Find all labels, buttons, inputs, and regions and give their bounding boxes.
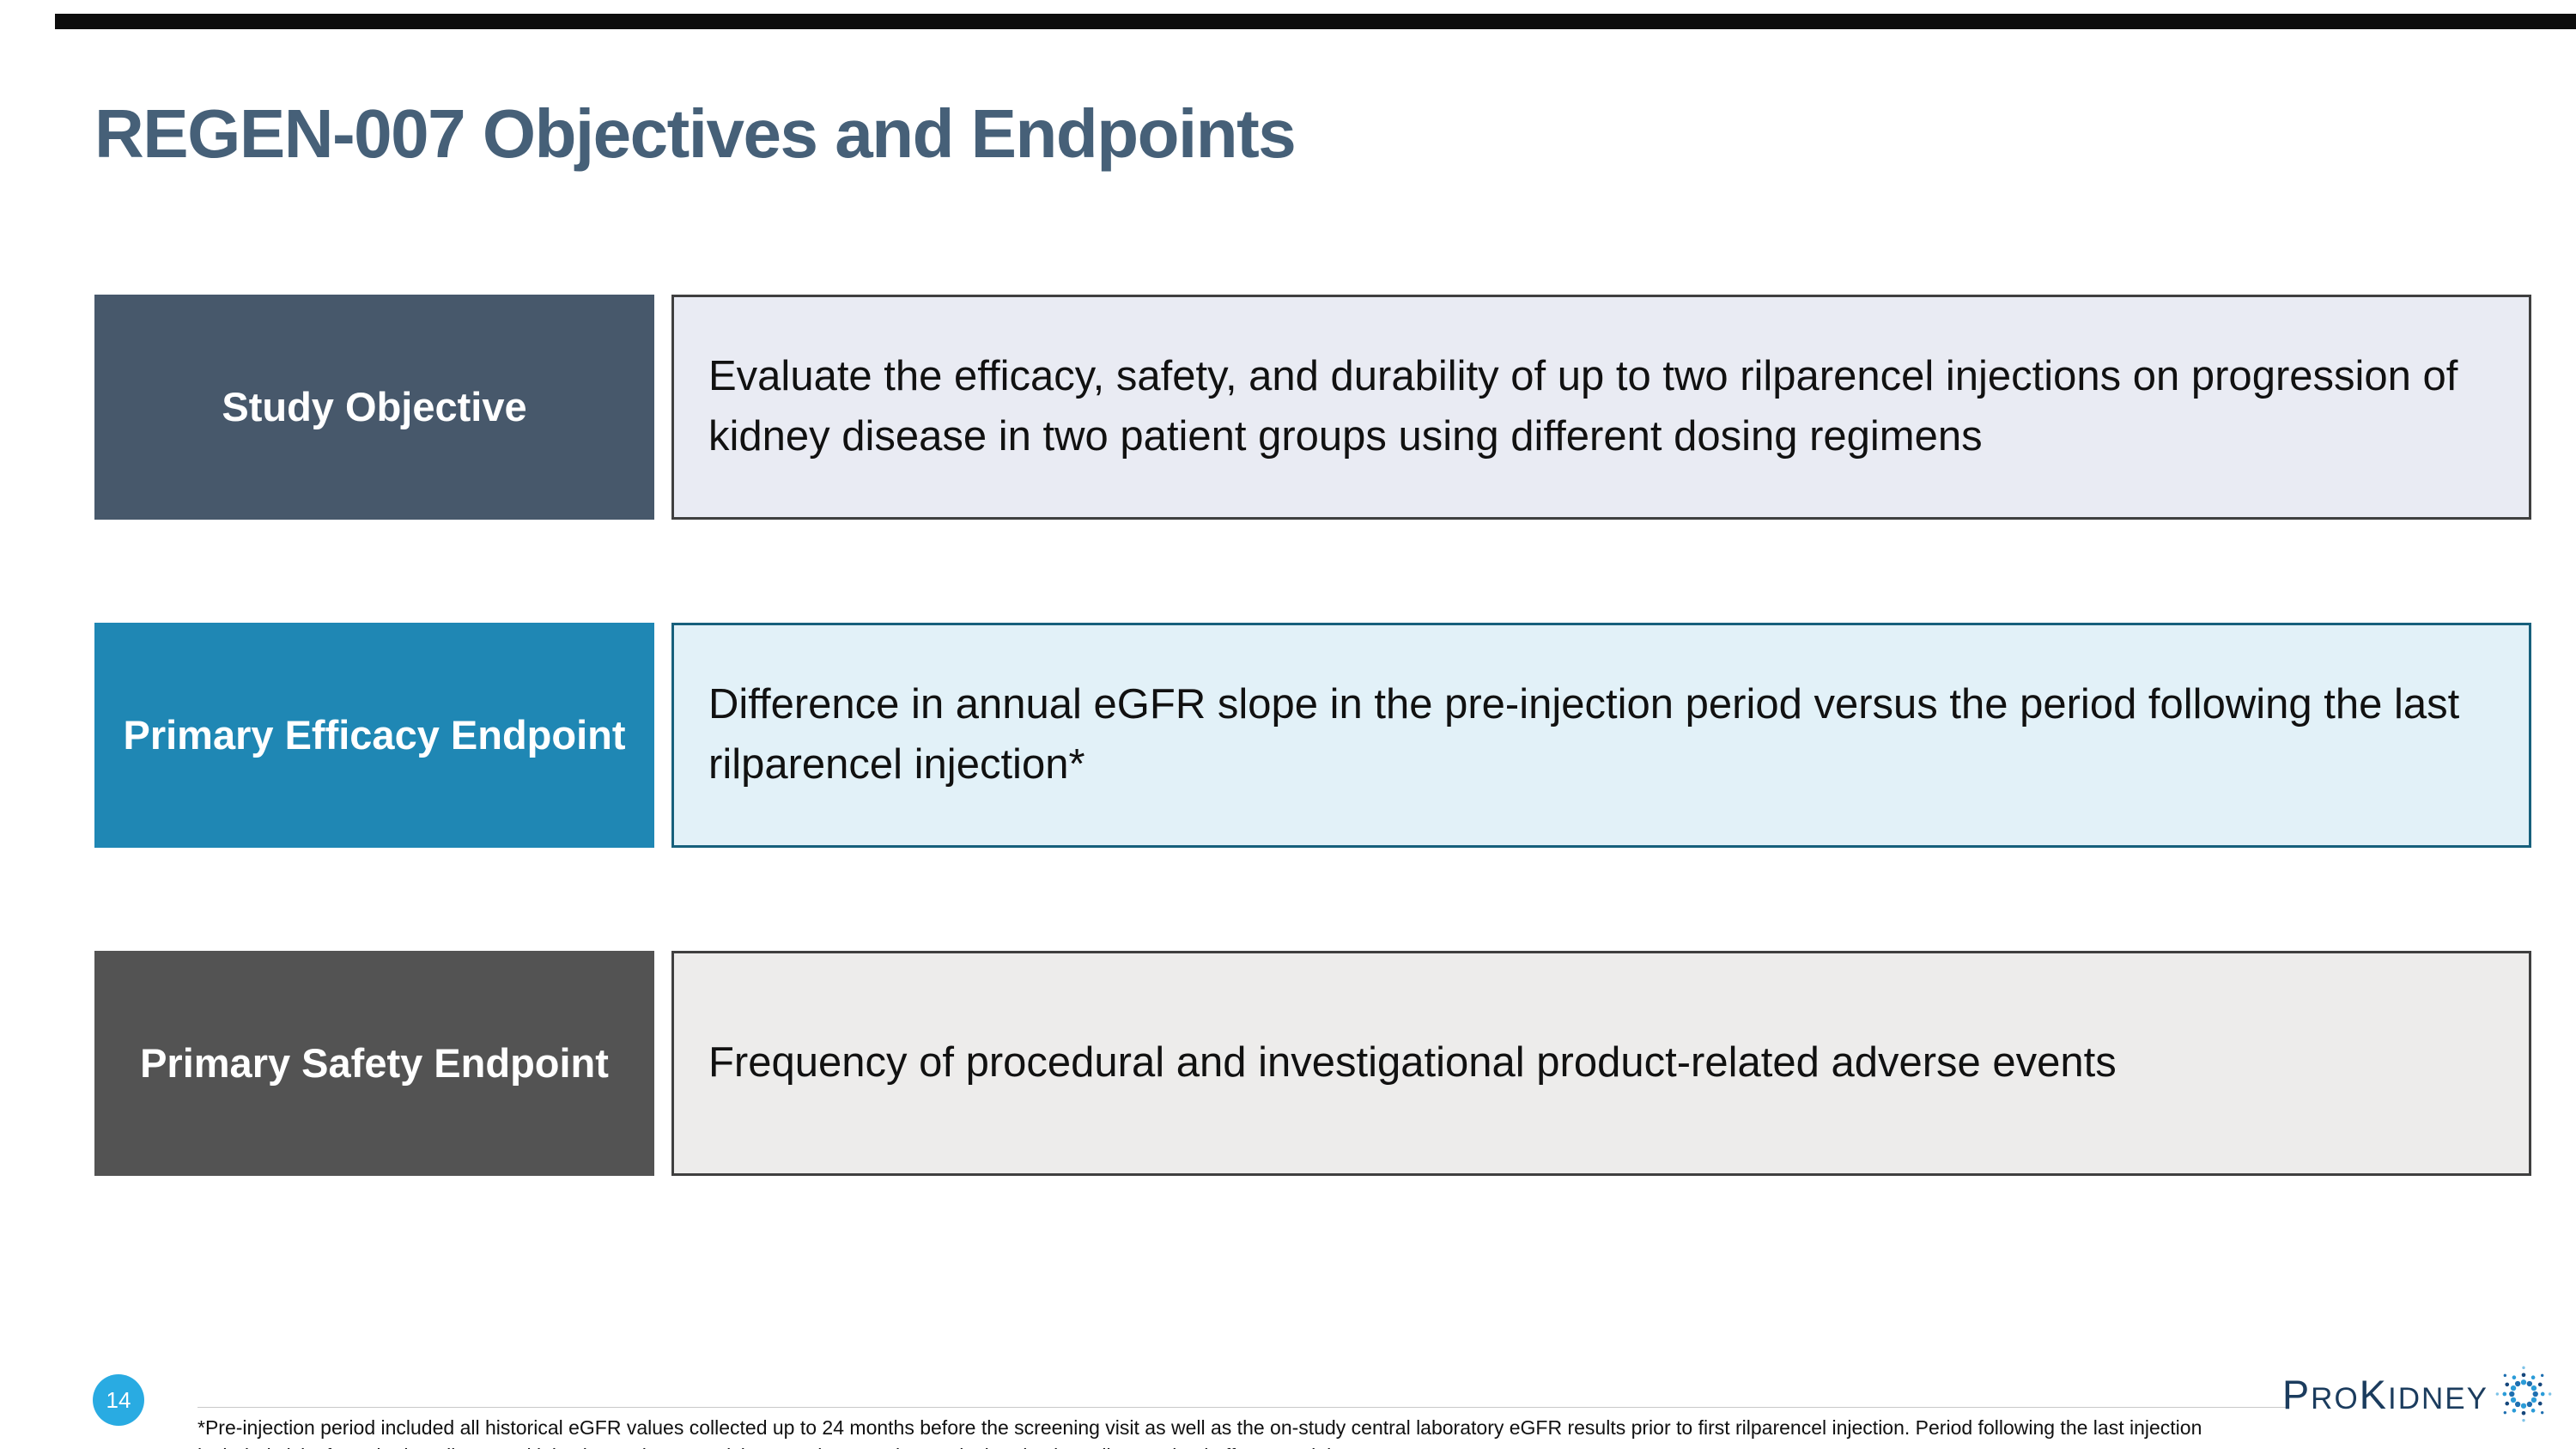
top-accent-bar [55, 14, 2576, 29]
primary-safety-content: Frequency of procedural and investigatio… [708, 1039, 2117, 1087]
row-primary-efficacy-endpoint: Primary Efficacy Endpoint Difference in … [94, 623, 2531, 848]
primary-efficacy-content: Difference in annual eGFR slope in the p… [708, 681, 2460, 788]
row-primary-safety-endpoint: Primary Safety Endpoint Frequency of pro… [94, 951, 2531, 1176]
footnote-text: *Pre-injection period included all histo… [197, 1416, 2202, 1449]
logo-letters-ro: RO [2311, 1381, 2360, 1416]
page-title: REGEN-007 Objectives and Endpoints [94, 95, 1297, 172]
primary-efficacy-label-box: Primary Efficacy Endpoint [94, 623, 654, 848]
footer-divider [197, 1407, 2289, 1408]
study-objective-content: Evaluate the efficacy, safety, and durab… [708, 353, 2458, 460]
logo-letter-k: K [2359, 1371, 2389, 1417]
study-objective-label: Study Objective [222, 384, 527, 430]
logo-letters-idney: IDNEY [2388, 1381, 2488, 1416]
prokidney-logo-text: P RO K IDNEY [2282, 1371, 2488, 1418]
row-study-objective: Study Objective Evaluate the efficacy, s… [94, 295, 2531, 520]
primary-safety-label: Primary Safety Endpoint [140, 1040, 609, 1087]
prokidney-logo: P RO K IDNEY [2282, 1362, 2555, 1426]
logo-letter-p: P [2281, 1371, 2312, 1417]
dotted-globe-icon [2495, 1366, 2552, 1422]
primary-efficacy-content-box: Difference in annual eGFR slope in the p… [671, 623, 2531, 848]
primary-safety-content-box: Frequency of procedural and investigatio… [671, 951, 2531, 1176]
page-number-badge: 14 [93, 1374, 144, 1426]
study-objective-content-box: Evaluate the efficacy, safety, and durab… [671, 295, 2531, 520]
primary-efficacy-label: Primary Efficacy Endpoint [123, 712, 626, 758]
primary-safety-label-box: Primary Safety Endpoint [94, 951, 654, 1176]
study-objective-label-box: Study Objective [94, 295, 654, 520]
